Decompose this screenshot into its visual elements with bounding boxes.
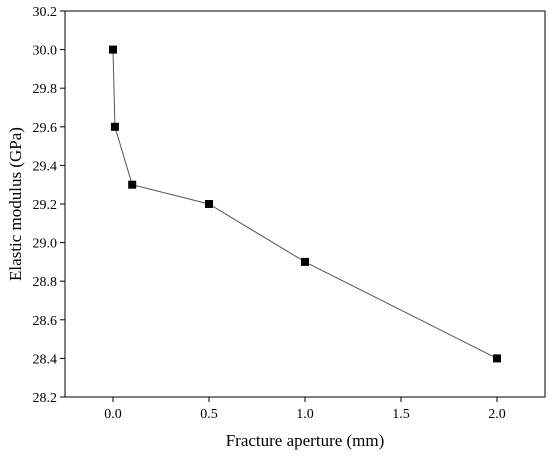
series-points bbox=[109, 45, 501, 363]
y-tick-label: 29.0 bbox=[33, 237, 58, 252]
y-tick-label: 28.2 bbox=[33, 391, 58, 406]
y-tick-label: 30.0 bbox=[33, 44, 58, 59]
y-axis: 28.2 28.4 28.6 28.8 29.0 29.2 29.4 29.6 29.8 30.0… bbox=[33, 5, 65, 406]
x-tick-label: 1.5 bbox=[392, 407, 410, 422]
data-point bbox=[110, 122, 119, 131]
y-tick-label: 29.8 bbox=[33, 82, 58, 97]
data-point bbox=[109, 45, 117, 54]
y-tick-label: 30.2 bbox=[33, 5, 58, 20]
y-tick-label: 28.8 bbox=[33, 275, 58, 290]
y-tick-label: 29.6 bbox=[33, 121, 58, 136]
plot-frame bbox=[64, 10, 546, 398]
x-axis-title: Fracture aperture (mm) bbox=[226, 431, 385, 450]
y-tick-label: 28.6 bbox=[33, 314, 58, 329]
y-tick-label: 29.4 bbox=[33, 159, 58, 174]
data-point bbox=[493, 354, 501, 363]
plot-border bbox=[64, 10, 546, 398]
y-axis-title: Elastic modulus (GPa) bbox=[6, 127, 25, 281]
x-axis: 0.0 0.5 1.0 1.5 2.0 bbox=[104, 397, 506, 422]
x-tick-label: 0.0 bbox=[104, 407, 122, 422]
x-tick-label: 2.0 bbox=[488, 407, 506, 422]
data-point bbox=[205, 200, 213, 208]
x-tick-label: 0.5 bbox=[200, 407, 218, 422]
series-line bbox=[112, 49, 498, 359]
y-tick-label: 29.2 bbox=[33, 198, 58, 213]
y-tick-label: 28.4 bbox=[33, 352, 58, 367]
data-point bbox=[128, 180, 137, 189]
series-polyline bbox=[112, 49, 498, 359]
data-point bbox=[301, 257, 309, 266]
x-tick-label: 1.0 bbox=[296, 407, 314, 422]
